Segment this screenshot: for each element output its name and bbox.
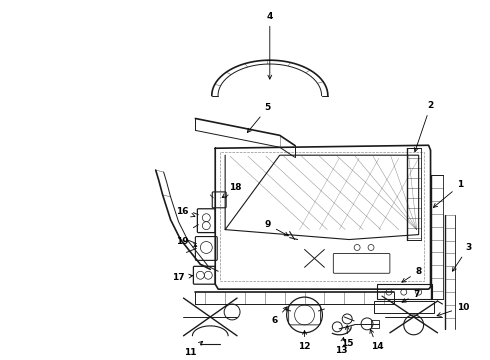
Text: 15: 15 — [341, 325, 353, 348]
Text: 1: 1 — [434, 180, 464, 207]
Text: 9: 9 — [265, 220, 289, 236]
Text: 3: 3 — [452, 243, 471, 271]
Text: 14: 14 — [370, 329, 383, 351]
Text: 13: 13 — [335, 337, 347, 355]
Text: 6: 6 — [271, 307, 287, 325]
Text: 12: 12 — [298, 330, 311, 351]
Text: 17: 17 — [172, 273, 193, 282]
Text: 5: 5 — [247, 103, 271, 132]
Text: 4: 4 — [267, 12, 273, 79]
Text: 7: 7 — [402, 289, 420, 302]
Text: 11: 11 — [184, 341, 202, 357]
Text: 8: 8 — [402, 267, 422, 282]
Text: 19: 19 — [176, 237, 197, 247]
Text: 10: 10 — [437, 302, 469, 316]
Text: 2: 2 — [414, 101, 434, 152]
Text: 18: 18 — [222, 184, 242, 198]
Text: 16: 16 — [176, 207, 195, 217]
